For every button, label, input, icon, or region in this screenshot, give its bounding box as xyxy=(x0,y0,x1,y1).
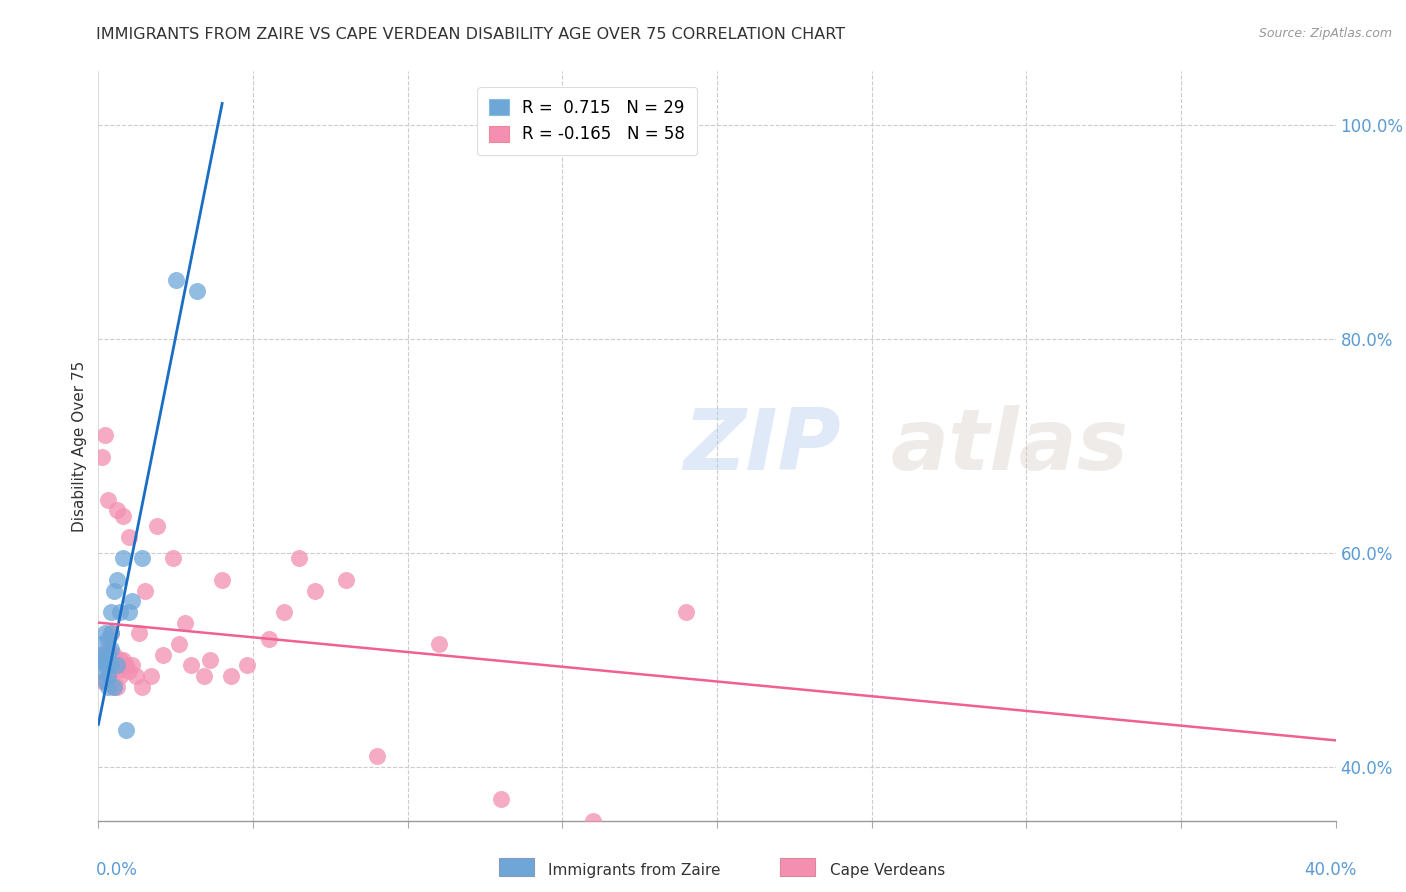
Point xyxy=(103,680,125,694)
Point xyxy=(174,615,197,630)
Point xyxy=(489,792,512,806)
Point xyxy=(89,653,111,667)
Point xyxy=(427,637,450,651)
Point xyxy=(112,551,135,566)
Point xyxy=(198,653,221,667)
Point xyxy=(366,749,388,764)
Text: Immigrants from Zaire: Immigrants from Zaire xyxy=(548,863,721,879)
Point xyxy=(118,664,141,678)
Point xyxy=(93,626,115,640)
Point xyxy=(105,664,128,678)
Point xyxy=(103,658,125,673)
Point xyxy=(97,642,120,657)
Point xyxy=(97,658,120,673)
Text: 0.0%: 0.0% xyxy=(96,861,138,879)
Point xyxy=(97,669,120,683)
Point xyxy=(768,824,790,838)
Text: IMMIGRANTS FROM ZAIRE VS CAPE VERDEAN DISABILITY AGE OVER 75 CORRELATION CHART: IMMIGRANTS FROM ZAIRE VS CAPE VERDEAN DI… xyxy=(96,27,845,42)
Point xyxy=(93,648,115,662)
Point xyxy=(335,573,357,587)
Point xyxy=(93,674,115,689)
Point xyxy=(273,605,295,619)
Point xyxy=(115,723,138,737)
Point xyxy=(112,653,135,667)
Point xyxy=(93,653,115,667)
Point xyxy=(134,583,156,598)
Point xyxy=(105,658,128,673)
Point xyxy=(922,835,945,849)
Point xyxy=(131,551,153,566)
Point xyxy=(93,674,115,689)
Point xyxy=(100,642,122,657)
Text: 40.0%: 40.0% xyxy=(1305,861,1357,879)
Point xyxy=(105,503,128,517)
Point xyxy=(89,648,111,662)
Point xyxy=(121,594,143,608)
Point xyxy=(103,648,125,662)
Text: ZIP: ZIP xyxy=(683,404,841,488)
Point xyxy=(211,573,233,587)
Legend: R =  0.715   N = 29, R = -0.165   N = 58: R = 0.715 N = 29, R = -0.165 N = 58 xyxy=(478,87,697,155)
Point xyxy=(221,669,243,683)
Point xyxy=(121,658,143,673)
Point xyxy=(115,658,138,673)
Point xyxy=(100,664,122,678)
Point xyxy=(93,658,115,673)
Point xyxy=(165,273,187,287)
Point xyxy=(105,680,128,694)
Point xyxy=(582,814,605,828)
Point xyxy=(90,664,112,678)
Point xyxy=(288,551,311,566)
Point xyxy=(152,648,174,662)
Point xyxy=(105,573,128,587)
Point xyxy=(108,605,131,619)
Point xyxy=(108,669,131,683)
Point xyxy=(128,626,150,640)
Point xyxy=(97,648,120,662)
Point xyxy=(1046,824,1069,838)
Point xyxy=(97,658,120,673)
Point xyxy=(146,519,169,533)
Point xyxy=(675,605,697,619)
Point xyxy=(131,680,153,694)
Point xyxy=(124,669,146,683)
Text: Cape Verdeans: Cape Verdeans xyxy=(830,863,945,879)
Y-axis label: Disability Age Over 75: Disability Age Over 75 xyxy=(72,360,87,532)
Point xyxy=(118,605,141,619)
Point xyxy=(304,583,326,598)
Point xyxy=(139,669,162,683)
Point xyxy=(90,637,112,651)
Point xyxy=(186,284,208,298)
Point xyxy=(100,605,122,619)
Point xyxy=(90,450,112,464)
Point xyxy=(257,632,280,646)
Point xyxy=(97,492,120,507)
Point xyxy=(97,632,120,646)
Point xyxy=(93,428,115,442)
Point xyxy=(103,583,125,598)
Point xyxy=(100,626,122,640)
Point xyxy=(236,658,259,673)
Point xyxy=(193,669,215,683)
Text: atlas: atlas xyxy=(890,404,1129,488)
Point xyxy=(90,674,112,689)
Text: Source: ZipAtlas.com: Source: ZipAtlas.com xyxy=(1258,27,1392,40)
Point xyxy=(180,658,202,673)
Point xyxy=(1170,846,1192,860)
Point xyxy=(112,508,135,523)
Point xyxy=(103,680,125,694)
Point xyxy=(97,680,120,694)
Point xyxy=(162,551,184,566)
Point xyxy=(108,653,131,667)
Point xyxy=(90,653,112,667)
Point xyxy=(100,653,122,667)
Point xyxy=(100,626,122,640)
Point xyxy=(118,530,141,544)
Point xyxy=(93,648,115,662)
Point xyxy=(167,637,190,651)
Point xyxy=(97,674,120,689)
Point xyxy=(100,658,122,673)
